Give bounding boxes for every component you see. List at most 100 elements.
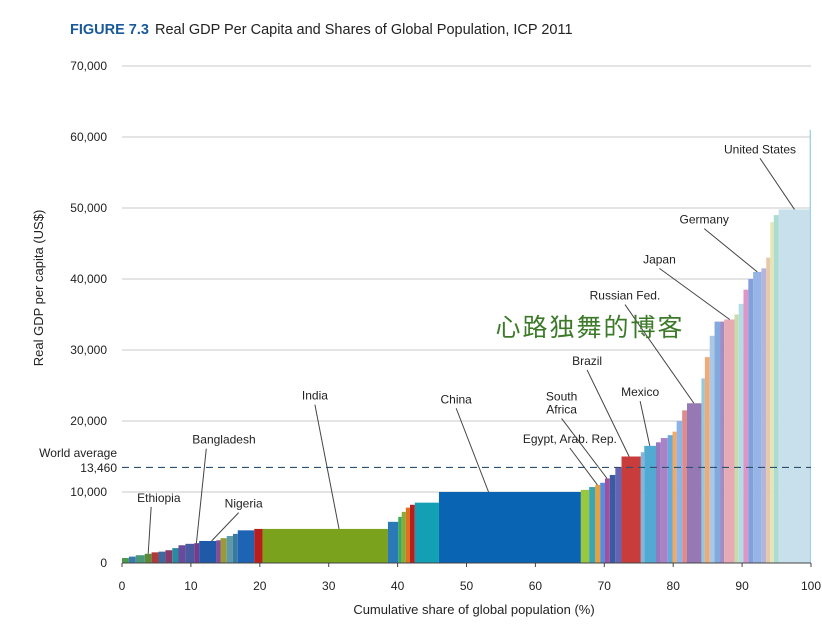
bar: [773, 215, 779, 563]
bar: [254, 528, 263, 563]
bar: [172, 548, 179, 563]
annotation-label: Africa: [546, 402, 577, 416]
bar: [144, 553, 152, 563]
y-tick-label: 40,000: [70, 272, 107, 286]
bar: [128, 556, 136, 563]
bar: [438, 492, 581, 563]
x-tick-label: 100: [801, 579, 821, 593]
annotation-leader-line: [455, 408, 490, 493]
bar: [682, 410, 687, 563]
y-tick-label: 70,000: [70, 59, 107, 73]
annotation-leader-line: [569, 447, 598, 486]
bar: [761, 268, 767, 563]
y-tick-label: 10,000: [70, 485, 107, 499]
world-average-label: World average: [39, 446, 117, 460]
annotation-leader-line: [659, 267, 730, 320]
bar: [401, 511, 406, 563]
x-tick-label: 10: [184, 579, 198, 593]
annotation-leader-line: [147, 506, 152, 554]
bar: [262, 528, 388, 563]
y-tick-label: 30,000: [70, 343, 107, 357]
annotation-leader-line: [586, 369, 630, 457]
annotation-label: South: [546, 389, 577, 403]
bar: [600, 482, 605, 563]
annotation-leader-line: [639, 401, 651, 446]
annotation-label: Germany: [680, 213, 729, 227]
bar: [743, 289, 749, 563]
annotation-label: Ethiopia: [137, 491, 181, 505]
x-tick-label: 0: [119, 579, 126, 593]
bar: [194, 543, 200, 563]
y-tick-label: 50,000: [70, 201, 107, 215]
x-tick-label: 90: [735, 579, 749, 593]
bar: [135, 555, 145, 563]
annotation-leader-line: [561, 418, 608, 479]
figure-title: FIGURE 7.3 Real GDP Per Capita and Shares…: [70, 22, 573, 38]
bar: [672, 431, 677, 563]
bar: [704, 357, 710, 563]
bar: [410, 504, 415, 563]
bar: [734, 314, 739, 563]
bar: [676, 421, 683, 563]
y-tick-label: 0: [100, 556, 107, 570]
bar: [778, 209, 810, 564]
bar: [237, 530, 255, 563]
bar: [655, 442, 661, 563]
bar: [165, 550, 173, 563]
chart-title: Real GDP Per Capita and Shares of Global…: [154, 22, 573, 38]
bar: [595, 484, 601, 563]
annotation-label: Bangladesh: [192, 433, 255, 447]
x-axis-title: Cumulative share of global population (%…: [353, 602, 594, 617]
bar: [604, 478, 610, 563]
annotation-leader-line: [624, 304, 695, 404]
annotation-label: United States: [724, 142, 796, 156]
world-average-value: 13,460: [80, 461, 117, 475]
watermark-text: 心路独舞的博客: [495, 313, 684, 342]
x-tick-label: 30: [322, 579, 336, 593]
bar: [714, 321, 721, 563]
bar: [644, 445, 656, 563]
annotation-label: Japan: [643, 252, 676, 266]
annotation-label: Russian Fed.: [590, 289, 661, 303]
annotation-leader-line: [195, 448, 207, 544]
bar: [701, 378, 705, 563]
bar: [220, 538, 227, 563]
bar: [414, 502, 439, 563]
x-tick-label: 60: [529, 579, 543, 593]
bar: [724, 319, 735, 563]
annotation-leader-line: [211, 512, 240, 542]
bar: [770, 222, 774, 563]
y-tick-label: 60,000: [70, 130, 107, 144]
bar: [753, 271, 762, 563]
annotation-label: Nigeria: [225, 497, 263, 511]
bar: [748, 279, 754, 563]
bar: [720, 321, 725, 563]
bar: [387, 521, 399, 563]
bar: [621, 456, 641, 563]
bar: [185, 543, 195, 563]
annotation-leader-line: [314, 404, 340, 530]
y-axis-title: Real GDP per capita (US$): [31, 210, 46, 367]
x-tick-label: 50: [460, 579, 474, 593]
bar: [589, 487, 596, 563]
bar: [667, 435, 673, 563]
bar: [151, 552, 159, 563]
annotation-leader-line: [759, 158, 795, 210]
bar: [686, 403, 702, 563]
y-tick-label: 20,000: [70, 414, 107, 428]
x-tick-label: 20: [253, 579, 267, 593]
bar: [660, 438, 668, 563]
bar: [640, 452, 645, 563]
bar: [158, 551, 166, 563]
x-tick-label: 80: [667, 579, 681, 593]
bar: [232, 533, 238, 563]
bar: [580, 489, 590, 563]
bar: [398, 516, 402, 563]
bar: [709, 335, 715, 563]
bar: [178, 545, 186, 563]
annotation-label: China: [440, 392, 472, 406]
annotation-label: India: [302, 389, 328, 403]
annotation-label: Egypt, Arab. Rep.: [523, 432, 617, 446]
